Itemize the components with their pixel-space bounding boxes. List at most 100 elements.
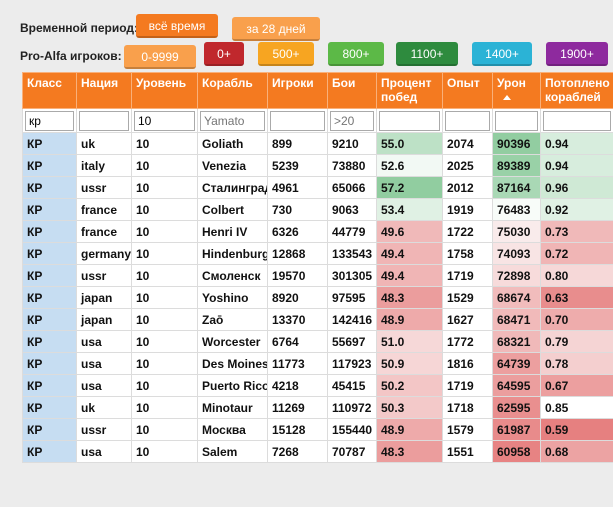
column-header[interactable]: Потоплено кораблей bbox=[540, 72, 613, 109]
cell: 89389 bbox=[492, 154, 541, 177]
filter-row bbox=[22, 108, 613, 133]
filter-input[interactable] bbox=[495, 110, 538, 131]
cell: Goliath bbox=[197, 132, 268, 155]
cell: КР bbox=[22, 154, 77, 177]
filter-input[interactable] bbox=[379, 110, 440, 131]
cell: 50.2 bbox=[376, 374, 443, 397]
cell: 1529 bbox=[442, 286, 493, 309]
cell: 1816 bbox=[442, 352, 493, 375]
cell: 61987 bbox=[492, 418, 541, 441]
data-row: КР italy 10 Venezia 5239 73880 52.6 2025 89389 0.… bbox=[22, 154, 613, 177]
cell: uk bbox=[76, 396, 132, 419]
column-header[interactable]: Урон bbox=[492, 72, 541, 109]
cell: 48.3 bbox=[376, 440, 443, 463]
cell: 10 bbox=[131, 352, 198, 375]
cell: 10 bbox=[131, 418, 198, 441]
players-button[interactable]: 800+ bbox=[328, 42, 384, 66]
filter-input[interactable] bbox=[543, 110, 611, 131]
data-row: КР ussr 10 Сталинград 4961 65066 57.2 2012 87164… bbox=[22, 176, 613, 199]
cell: 5239 bbox=[267, 154, 328, 177]
data-row: КР france 10 Colbert 730 9063 53.4 1919 76483 0.9… bbox=[22, 198, 613, 221]
cell: Worcester bbox=[197, 330, 268, 353]
cell: 730 bbox=[267, 198, 328, 221]
players-label: Pro-Alfa игроков: bbox=[20, 49, 122, 63]
filter-input[interactable] bbox=[134, 110, 195, 131]
cell: 11269 bbox=[267, 396, 328, 419]
cell: usa bbox=[76, 352, 132, 375]
cell: КР bbox=[22, 308, 77, 331]
column-header[interactable]: Класс bbox=[22, 72, 77, 109]
column-header[interactable]: Бои bbox=[327, 72, 377, 109]
cell: 1627 bbox=[442, 308, 493, 331]
cell: 72898 bbox=[492, 264, 541, 287]
cell: 0.92 bbox=[540, 198, 613, 221]
players-button[interactable]: 1400+ bbox=[472, 42, 532, 66]
filter-input[interactable] bbox=[200, 110, 265, 131]
cell: 62595 bbox=[492, 396, 541, 419]
cell: 8920 bbox=[267, 286, 328, 309]
cell: 49.4 bbox=[376, 242, 443, 265]
cell: 50.9 bbox=[376, 352, 443, 375]
filter-cell bbox=[197, 108, 268, 133]
cell: 57.2 bbox=[376, 176, 443, 199]
cell: 0.96 bbox=[540, 176, 613, 199]
players-button[interactable]: 0-9999 bbox=[124, 45, 196, 69]
cell: КР bbox=[22, 352, 77, 375]
filter-cell bbox=[540, 108, 613, 133]
cell: 10 bbox=[131, 440, 198, 463]
cell: 110972 bbox=[327, 396, 377, 419]
cell: 10 bbox=[131, 374, 198, 397]
column-header[interactable]: Процент побед bbox=[376, 72, 443, 109]
cell: 10 bbox=[131, 330, 198, 353]
filter-input[interactable] bbox=[25, 110, 74, 131]
column-header[interactable]: Нация bbox=[76, 72, 132, 109]
column-header[interactable]: Игроки bbox=[267, 72, 328, 109]
column-header[interactable]: Уровень bbox=[131, 72, 198, 109]
filter-input[interactable] bbox=[270, 110, 325, 131]
period-label: Временной период: bbox=[20, 21, 139, 35]
players-button[interactable]: 1900+ bbox=[546, 42, 608, 66]
cell: 133543 bbox=[327, 242, 377, 265]
filter-input[interactable] bbox=[330, 110, 374, 131]
players-button[interactable]: 0+ bbox=[204, 42, 244, 66]
cell: 10 bbox=[131, 198, 198, 221]
cell: 2025 bbox=[442, 154, 493, 177]
cell: 0.80 bbox=[540, 264, 613, 287]
cell: 0.63 bbox=[540, 286, 613, 309]
cell: 19570 bbox=[267, 264, 328, 287]
filter-input[interactable] bbox=[79, 110, 129, 131]
filter-cell bbox=[76, 108, 132, 133]
players-button[interactable]: 500+ bbox=[258, 42, 314, 66]
data-row: КР japan 10 Zaō 13370 142416 48.9 1627 68471 0.70 bbox=[22, 308, 613, 331]
cell: 117923 bbox=[327, 352, 377, 375]
cell: 53.4 bbox=[376, 198, 443, 221]
filter-cell bbox=[327, 108, 377, 133]
cell: КР bbox=[22, 418, 77, 441]
column-header[interactable]: Опыт bbox=[442, 72, 493, 109]
period-button[interactable]: за 28 дней bbox=[232, 17, 320, 41]
cell: 0.78 bbox=[540, 352, 613, 375]
cell: 45415 bbox=[327, 374, 377, 397]
cell: 0.72 bbox=[540, 242, 613, 265]
cell: 2012 bbox=[442, 176, 493, 199]
cell: 1758 bbox=[442, 242, 493, 265]
cell: Salem bbox=[197, 440, 268, 463]
cell: 51.0 bbox=[376, 330, 443, 353]
filter-input[interactable] bbox=[445, 110, 490, 131]
cell: 50.3 bbox=[376, 396, 443, 419]
cell: ussr bbox=[76, 418, 132, 441]
cell: 48.9 bbox=[376, 418, 443, 441]
cell: france bbox=[76, 220, 132, 243]
data-row: КР usa 10 Puerto Rico 4218 45415 50.2 1719 64595… bbox=[22, 374, 613, 397]
cell: 68674 bbox=[492, 286, 541, 309]
cell: 76483 bbox=[492, 198, 541, 221]
period-button[interactable]: всё время bbox=[136, 14, 218, 38]
players-button[interactable]: 1100+ bbox=[396, 42, 458, 66]
cell: Minotaur bbox=[197, 396, 268, 419]
cell: ussr bbox=[76, 176, 132, 199]
cell: usa bbox=[76, 330, 132, 353]
data-row: КР japan 10 Yoshino 8920 97595 48.3 1529 68674 0.… bbox=[22, 286, 613, 309]
cell: france bbox=[76, 198, 132, 221]
column-header[interactable]: Корабль bbox=[197, 72, 268, 109]
